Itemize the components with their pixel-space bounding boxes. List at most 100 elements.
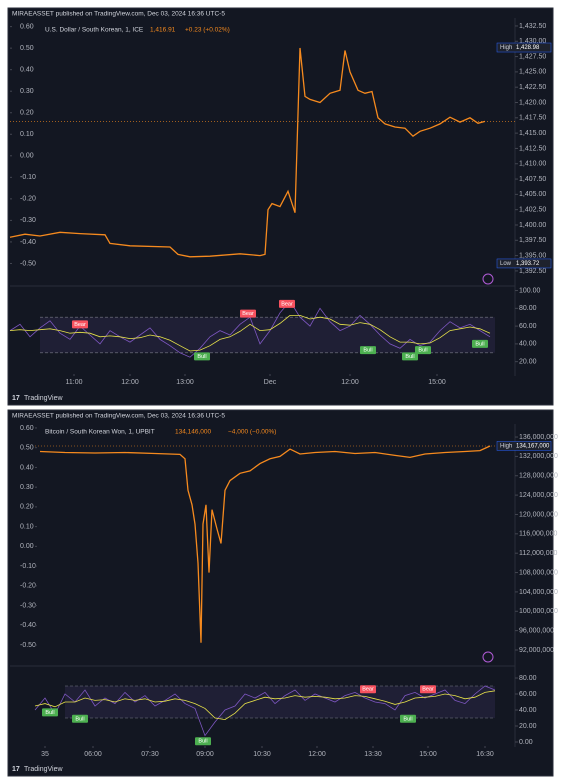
signal-badge xyxy=(360,346,376,355)
y-tick-label: 80.00 xyxy=(519,305,537,312)
symbol-title: Bitcoin / South Korean Won, 1, UPBIT xyxy=(45,429,155,436)
x-tick-label: 15:00 xyxy=(419,751,437,758)
y-tick-label: -0.40 xyxy=(20,622,36,629)
y2-tick-label: 1,397.50 xyxy=(519,237,546,244)
x-tick-label: 07:30 xyxy=(141,751,159,758)
price-badge xyxy=(496,258,552,269)
x-tick-label: 13:00 xyxy=(176,379,194,386)
signal-badge xyxy=(72,714,88,723)
y2-tick-label: 1,405.00 xyxy=(519,191,546,198)
x-tick-label: 11:00 xyxy=(66,379,83,386)
y-tick-label: 0.60 xyxy=(20,23,34,30)
y-tick-label: -0.20 xyxy=(20,583,36,590)
y-tick-label: 0.50 xyxy=(20,445,34,452)
price-badge xyxy=(496,441,552,451)
panel-frame xyxy=(7,409,554,777)
y2-tick-label: 132,000,000 xyxy=(519,453,558,460)
signal-label: Bull xyxy=(75,716,84,722)
alert-icon xyxy=(482,651,494,663)
signal-label: Bull xyxy=(403,716,412,722)
y-tick-label: 20.00 xyxy=(519,723,537,730)
signal-badge xyxy=(72,320,88,329)
x-tick-label: 13:30 xyxy=(364,751,382,758)
signal-badge xyxy=(415,346,431,355)
last-price: 134,146,000 xyxy=(175,429,212,436)
signal-badge xyxy=(194,352,210,361)
x-tick-label: 10:30 xyxy=(253,751,271,758)
series-line xyxy=(34,685,496,737)
badge-label: High xyxy=(500,45,512,51)
y-tick-label: 80.00 xyxy=(519,675,537,682)
y-tick-label: 0.50 xyxy=(20,45,34,52)
y-tick-label: -0.30 xyxy=(20,217,36,224)
y-tick-label: 0.10 xyxy=(20,523,34,530)
x-tick-label: 12:00 xyxy=(341,379,359,386)
y2-tick-label: 104,000,000 xyxy=(519,589,558,596)
logo: 17 xyxy=(12,766,20,773)
y2-tick-label: 108,000,000 xyxy=(519,569,558,576)
y-tick-label: 0.00 xyxy=(20,153,34,160)
logo: 17 xyxy=(12,395,20,402)
y2-tick-label: 1,422.50 xyxy=(519,84,546,91)
y2-tick-label: 96,000,000 xyxy=(519,627,554,634)
y-tick-label: 40.00 xyxy=(519,707,537,714)
y2-tick-label: 1,402.50 xyxy=(519,207,546,214)
badge-value: 134,167,000 xyxy=(516,443,550,449)
x-tick-label: 12:00 xyxy=(121,379,139,386)
y2-tick-label: 1,432.50 xyxy=(519,23,546,30)
y-tick-label: -0.50 xyxy=(20,642,36,649)
x-tick-label: 12:00 xyxy=(308,751,326,758)
y-tick-label: 0.20 xyxy=(20,504,34,511)
y2-tick-label: 116,000,000 xyxy=(519,531,558,538)
y-tick-label: 60.00 xyxy=(519,323,537,330)
badge-value: 1,393.72 xyxy=(516,261,540,267)
signal-label: Bull xyxy=(197,354,206,360)
y-tick-label: 0.30 xyxy=(20,484,34,491)
y2-tick-label: 1,410.00 xyxy=(519,161,546,168)
y2-tick-label: 1,430.00 xyxy=(519,38,546,45)
y-tick-label: 0.60 xyxy=(20,425,34,432)
y2-tick-label: 1,425.00 xyxy=(519,69,546,76)
signal-badge xyxy=(360,685,376,694)
y-tick-label: 0.30 xyxy=(20,88,34,95)
y-tick-label: 40.00 xyxy=(519,341,537,348)
price-change: +0.23 (+0.02%) xyxy=(185,27,230,34)
signal-badge xyxy=(402,352,418,361)
signal-label: Bull xyxy=(363,348,372,354)
signal-label: Bear xyxy=(74,322,86,328)
price-badge xyxy=(496,42,552,53)
y2-tick-label: 136,000,000 xyxy=(519,434,558,441)
y2-tick-label: 92,000,000 xyxy=(519,647,554,654)
y2-tick-label: 1,395.00 xyxy=(519,252,546,259)
y2-tick-label: 1,427.50 xyxy=(519,53,546,60)
signal-label: Bull xyxy=(198,739,207,745)
y-tick-label: 0.40 xyxy=(20,464,34,471)
signal-label: Bear xyxy=(422,687,434,693)
signal-badge xyxy=(420,685,436,694)
series-line xyxy=(9,315,491,352)
y-tick-label: -0.50 xyxy=(20,260,36,267)
x-tick-label: 09:00 xyxy=(196,751,214,758)
y2-tick-label: 112,000,000 xyxy=(519,550,558,557)
price-change: −4,000 (−0.00%) xyxy=(228,429,276,436)
y-tick-label: 0.40 xyxy=(20,67,34,74)
x-tick-label: 06:00 xyxy=(84,751,102,758)
signal-badge xyxy=(472,339,488,348)
y-tick-label: 100.00 xyxy=(519,287,541,294)
y-tick-label: 20.00 xyxy=(519,359,537,366)
signal-label: Bear xyxy=(281,301,293,307)
y2-tick-label: 1,420.00 xyxy=(519,99,546,106)
badge-label: Low xyxy=(500,261,512,267)
y-tick-label: 0.00 xyxy=(20,543,34,550)
x-tick-label: 15:00 xyxy=(428,379,446,386)
y-tick-label: -0.40 xyxy=(20,239,36,246)
signal-badge xyxy=(279,299,295,308)
y-tick-label: -0.20 xyxy=(20,196,36,203)
y2-tick-label: 1,392.50 xyxy=(519,268,546,275)
signal-label: Bull xyxy=(418,348,427,354)
signal-label: Bull xyxy=(45,710,54,716)
y2-tick-label: 1,400.00 xyxy=(519,222,546,229)
y-tick-label: -0.30 xyxy=(20,602,36,609)
signal-label: Bear xyxy=(362,687,374,693)
